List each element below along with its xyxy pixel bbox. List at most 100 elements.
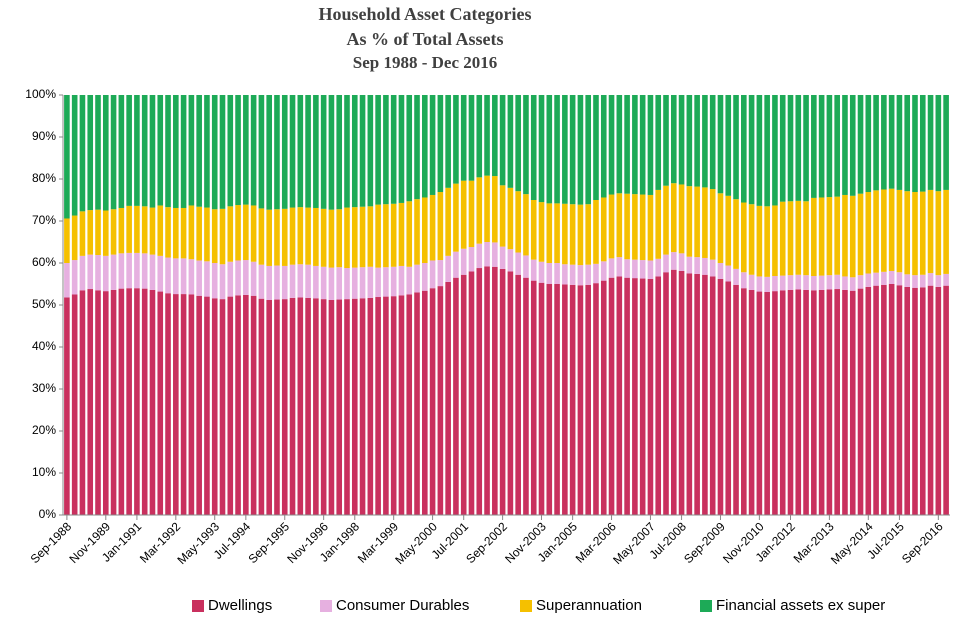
bar-segment [709, 95, 716, 190]
bar-segment [320, 266, 327, 300]
bar-segment [756, 276, 763, 292]
bar-segment [515, 95, 521, 192]
bar-segment [834, 95, 840, 197]
bar-segment [71, 95, 78, 216]
bar-segment [600, 95, 607, 198]
bar-segment [492, 242, 498, 267]
bar-segment [702, 257, 708, 275]
bar-segment [219, 208, 226, 265]
bar-segment [165, 293, 171, 515]
bar-segment [803, 95, 809, 202]
bar-segment [468, 247, 475, 272]
bar-segment [320, 95, 327, 209]
bar-segment [904, 191, 911, 275]
bar-segment [141, 253, 148, 289]
bar-segment [881, 284, 887, 515]
bar-segment [811, 290, 817, 515]
bar-segment [64, 263, 70, 298]
bar-segment [102, 291, 109, 515]
bar-segment [881, 189, 887, 272]
bar-segment [927, 189, 934, 274]
bar-segment [460, 274, 467, 515]
bar-segment [313, 95, 319, 208]
bar-segment [134, 95, 140, 206]
bar-segment [639, 278, 646, 515]
bar-segment [266, 265, 272, 300]
bar-segment [530, 259, 537, 281]
bar-segment [492, 266, 498, 515]
bar-segment [476, 243, 483, 269]
bar-segment [795, 95, 802, 201]
bar-segment [678, 270, 685, 515]
bar-segment [912, 287, 918, 515]
bar-segment [702, 187, 708, 258]
bar-segment [414, 264, 420, 293]
bar-segment [398, 265, 405, 296]
bar-segment [834, 196, 840, 275]
bar-segment [569, 264, 576, 285]
bar-segment [515, 191, 521, 253]
bar-segment [725, 195, 732, 266]
bar-segment [157, 255, 164, 292]
bar-segment [865, 192, 872, 274]
bar-segment [437, 192, 444, 261]
bar-segment [320, 208, 327, 267]
bar-segment [935, 95, 942, 192]
bar-segment [709, 276, 716, 515]
bar-segment [87, 210, 94, 255]
bar-segment [87, 289, 94, 515]
bar-segment [398, 295, 405, 515]
bar-segment [608, 194, 615, 259]
bar-segment [803, 201, 809, 276]
bar-segment [180, 294, 187, 515]
bar-segment [118, 95, 125, 208]
bar-segment [134, 288, 140, 515]
bar-segment [772, 291, 778, 515]
bar-segment [842, 95, 848, 195]
bar-segment [359, 206, 366, 268]
legend-label: Superannuation [536, 597, 642, 614]
bar-segment [367, 297, 374, 515]
bar-segment [663, 272, 669, 515]
bar-segment [678, 184, 685, 254]
bar-segment [873, 190, 879, 273]
bar-segment [141, 206, 148, 254]
bar-segment [725, 281, 732, 515]
bar-segment [484, 175, 490, 242]
bar-segment [826, 197, 833, 276]
bar-segment [64, 95, 70, 219]
bar-segment [927, 273, 934, 286]
bar-segment [811, 95, 817, 198]
legend-marker [192, 600, 204, 612]
bar-segment [764, 276, 770, 292]
bar-segment [912, 95, 918, 193]
bar-segment [126, 252, 132, 289]
bar-segment [632, 95, 638, 195]
legend-marker [320, 600, 332, 612]
bar-segment [118, 207, 125, 254]
bar-segment [87, 254, 94, 290]
bar-segment [414, 292, 420, 515]
y-tick-label: 90% [32, 129, 56, 143]
bar-segment [336, 267, 343, 300]
bar-segment [102, 210, 109, 256]
bar-segment [764, 291, 770, 515]
bar-segment [235, 95, 241, 206]
bar-segment [530, 200, 537, 260]
bar-segment [165, 207, 171, 258]
bar-segment [686, 256, 693, 274]
bar-segment [180, 207, 187, 259]
bar-segment [102, 255, 109, 292]
bar-segment [204, 261, 210, 297]
bar-segment [600, 261, 607, 281]
bar-segment [562, 203, 568, 265]
bar-segment [180, 258, 187, 295]
bar-segment [896, 272, 903, 286]
bar-segment [857, 288, 864, 515]
bar-segment [344, 268, 350, 300]
bar-segment [919, 191, 926, 275]
bar-segment [422, 263, 428, 291]
bar-segment [826, 275, 833, 290]
